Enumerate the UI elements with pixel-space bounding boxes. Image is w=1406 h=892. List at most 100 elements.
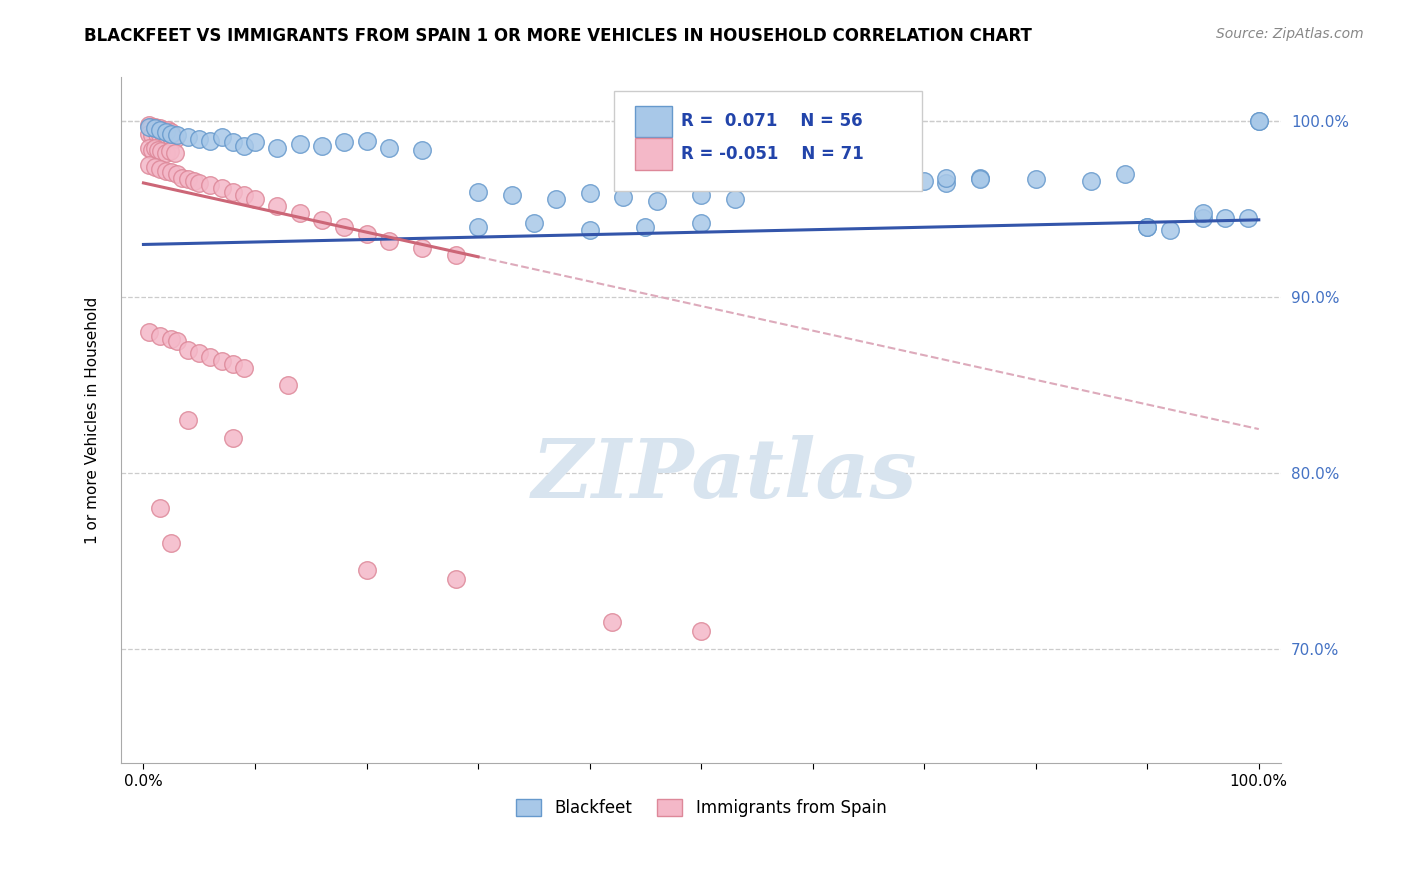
Text: R = -0.051    N = 71: R = -0.051 N = 71 [682,145,865,163]
Point [166,167,188,181]
Point [160,130,183,145]
Point [467,219,489,234]
FancyBboxPatch shape [636,105,672,137]
Point [1136,219,1159,234]
Point [935,170,957,185]
Point [1136,219,1159,234]
Point [1247,114,1270,128]
Point [356,563,378,577]
Point [188,346,211,360]
Point [177,172,200,186]
Point [277,378,299,392]
Point [138,141,160,155]
Point [311,139,333,153]
Point [146,143,169,157]
Point [156,132,179,146]
Point [356,134,378,148]
Point [1025,172,1047,186]
Point [138,158,160,172]
Point [146,127,169,141]
Point [578,186,600,201]
Point [200,134,222,148]
Point [444,248,467,262]
Point [160,125,183,139]
Point [969,170,991,185]
Point [211,130,233,145]
Point [138,326,160,340]
Point [333,219,356,234]
Point [1192,206,1215,220]
Point [159,145,181,159]
Point [288,206,311,220]
Point [311,212,333,227]
Point [690,624,713,639]
Point [149,329,172,343]
Point [160,333,183,347]
Point [143,141,166,155]
Point [1215,211,1237,226]
Point [266,141,288,155]
Point [1247,114,1270,128]
Point [612,190,634,204]
Point [177,343,200,357]
Point [1159,223,1181,237]
Point [141,120,163,134]
Point [200,178,222,192]
Point [288,137,311,152]
Point [183,174,205,188]
Point [177,130,200,145]
Point [890,167,912,181]
Point [141,128,163,143]
Point [152,130,174,145]
Point [160,536,183,550]
Point [200,350,222,364]
Point [243,136,266,150]
Point [232,139,254,153]
Point [166,128,188,143]
Point [634,219,657,234]
Legend: Blackfeet, Immigrants from Spain: Blackfeet, Immigrants from Spain [509,792,893,823]
Point [146,121,169,136]
Point [188,132,211,146]
Point [501,188,523,202]
Point [163,146,186,161]
Point [155,146,177,161]
Point [211,353,233,368]
Point [172,170,194,185]
Point [578,223,600,237]
Point [138,118,160,132]
Point [160,127,183,141]
Point [221,185,243,199]
Point [149,128,172,143]
Point [467,185,489,199]
Point [221,431,243,445]
Point [149,121,172,136]
Point [221,357,243,371]
Point [143,121,166,136]
Point [232,188,254,202]
Point [156,123,179,137]
Point [188,176,211,190]
Point [523,216,546,230]
Point [155,125,177,139]
Text: R =  0.071    N = 56: R = 0.071 N = 56 [682,112,863,130]
Point [1192,211,1215,226]
Point [149,123,172,137]
Point [221,136,243,150]
Point [155,125,177,139]
Point [150,145,173,159]
Point [935,176,957,190]
Point [266,199,288,213]
Point [1080,174,1102,188]
Point [232,360,254,375]
Point [690,216,713,230]
Point [149,161,172,176]
Point [690,188,713,202]
Point [155,163,177,178]
Point [149,501,172,516]
Point [444,572,467,586]
Point [378,234,401,248]
Point [411,241,433,255]
Point [600,615,623,630]
Point [160,165,183,179]
